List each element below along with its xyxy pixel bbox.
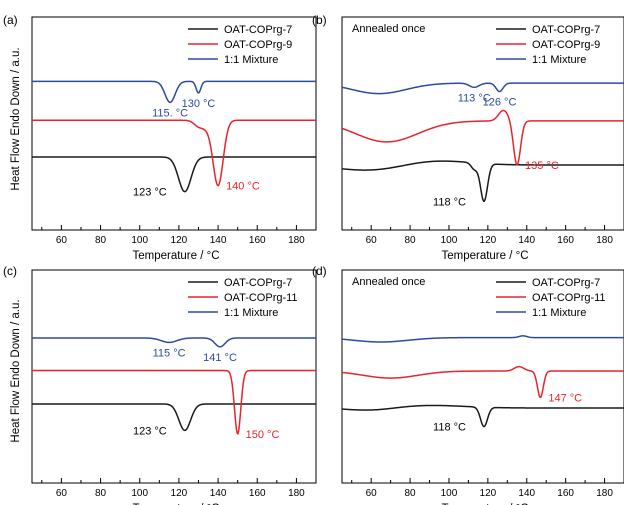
x-tick-label: 140: [210, 235, 227, 246]
peak-annotation: 115. °C: [152, 107, 188, 119]
panel-tag: (b): [312, 13, 327, 27]
x-tick-label: 120: [171, 235, 188, 246]
series-line-second-polymer: [32, 369, 316, 435]
legend-label: OAT-COPrg-7: [532, 277, 600, 289]
x-tick-label: 100: [131, 235, 148, 246]
legend: OAT-COPrg-7 OAT-COPrg-9 1:1 Mixture: [188, 24, 292, 66]
legend-label: 1:1 Mixture: [224, 54, 278, 66]
peak-annotation: 147 °C: [548, 392, 582, 404]
legend: OAT-COPrg-7 OAT-COPrg-9 1:1 Mixture: [496, 24, 600, 66]
x-tick-label: 100: [131, 488, 148, 499]
x-tick-label: 180: [288, 488, 305, 499]
plot-frame: [341, 269, 624, 484]
series-line-mixture: [341, 335, 624, 343]
peak-annotation: 150 °C: [246, 429, 280, 441]
panel-b: 60 80 100 120 140 160 180 Temperature / °C (b) An…: [312, 13, 624, 262]
peak-annotation: 118 °C: [433, 422, 466, 434]
x-tick-label: 140: [210, 488, 227, 499]
series-line-copr7: [32, 156, 316, 193]
series-line-second-polymer: [341, 365, 624, 399]
legend-label: 1:1 Mixture: [532, 307, 586, 319]
x-axis-title: Temperature / °C: [132, 503, 219, 505]
legend-label: 1:1 Mixture: [224, 307, 278, 319]
x-tick-label: 120: [171, 488, 188, 499]
panel-tag: (c): [3, 264, 17, 278]
series-line-copr7: [32, 403, 316, 432]
legend-label: OAT-COPrg-9: [224, 39, 292, 51]
panel-c: 60 80 100 120 140 160 180 Temperature / °C (c) OA…: [3, 264, 317, 505]
x-tick-label: 100: [441, 488, 458, 499]
legend-label: OAT-COPrg-9: [532, 39, 600, 51]
x-tick-label: 80: [95, 235, 107, 246]
x-tick-label: 180: [596, 235, 613, 246]
series-line-mixture: [32, 337, 316, 348]
legend: OAT-COPrg-7 OAT-COPrg-11 1:1 Mixture: [496, 277, 606, 319]
legend-label: OAT-COPrg-11: [532, 292, 606, 304]
legend-label: OAT-COPrg-7: [224, 24, 292, 36]
x-tick-label: 140: [518, 488, 535, 499]
x-tick-label: 120: [480, 488, 497, 499]
x-tick-label: 60: [366, 235, 378, 246]
panels: 60 80 100 120 140 160 180 Temperature / °C (a) OA…: [3, 13, 624, 505]
x-tick-label: 100: [441, 235, 458, 246]
peak-annotation: 113 °C: [458, 92, 491, 104]
peak-annotation: 140 °C: [226, 181, 260, 193]
x-tick-label: 160: [557, 235, 574, 246]
plot-frame: [31, 16, 317, 231]
legend-label: OAT-COPrg-11: [224, 292, 298, 304]
panel-d: 60 80 100 120 140 160 180 Temperature / °C (d) An…: [312, 264, 624, 505]
x-tick-label: 180: [596, 488, 613, 499]
series-line-mixture: [32, 80, 316, 104]
x-tick-label: 60: [56, 488, 68, 499]
legend-label: OAT-COPrg-7: [532, 24, 600, 36]
peak-annotation: 123 °C: [133, 187, 167, 199]
x-axis-title: Temperature / °C: [441, 503, 528, 505]
x-tick-label: 60: [366, 488, 378, 499]
x-axis-title: Temperature / °C: [441, 250, 528, 262]
y-axis-title-top: Heat Flow Endo Down / a.u.: [10, 47, 22, 190]
panel-a: 60 80 100 120 140 160 180 Temperature / °C (a) OA…: [3, 13, 317, 262]
plot-frame: [31, 269, 317, 484]
x-tick-label: 180: [288, 235, 305, 246]
x-tick-label: 160: [249, 488, 266, 499]
peak-annotation: 135 °C: [525, 160, 559, 172]
peak-annotation: 141 °C: [203, 352, 237, 364]
x-tick-label: 140: [518, 235, 535, 246]
legend-label: OAT-COPrg-7: [224, 277, 292, 289]
series-line-mixture: [341, 82, 624, 95]
peak-annotation: 115 °C: [153, 347, 186, 359]
panel-tag: (a): [3, 13, 18, 27]
x-tick-label: 80: [405, 235, 417, 246]
series-line-copr7: [341, 160, 624, 203]
series-line-second-polymer: [32, 119, 316, 187]
annealed-note: Annealed once: [352, 23, 425, 35]
peak-annotation: 126 °C: [483, 97, 517, 109]
x-tick-label: 160: [557, 488, 574, 499]
y-axis-title-bottom: Heat Flow Endo Down / a.u.: [10, 299, 22, 442]
legend: OAT-COPrg-7 OAT-COPrg-11 1:1 Mixture: [188, 277, 298, 319]
peak-annotation: 123 °C: [133, 425, 167, 437]
panel-tag: (d): [312, 264, 327, 278]
annealed-note: Annealed once: [352, 276, 425, 288]
x-tick-label: 60: [56, 235, 68, 246]
x-tick-label: 80: [95, 488, 107, 499]
peak-annotation: 118 °C: [433, 196, 466, 208]
plot-frame: [341, 16, 624, 231]
series-line-second-polymer: [341, 109, 624, 166]
x-tick-label: 80: [405, 488, 417, 499]
peak-annotation: 130 °C: [182, 98, 216, 110]
series-line-copr7: [341, 404, 624, 428]
x-tick-label: 160: [249, 235, 266, 246]
x-tick-label: 120: [480, 235, 497, 246]
x-axis-title: Temperature / °C: [132, 250, 219, 262]
legend-label: 1:1 Mixture: [532, 54, 586, 66]
